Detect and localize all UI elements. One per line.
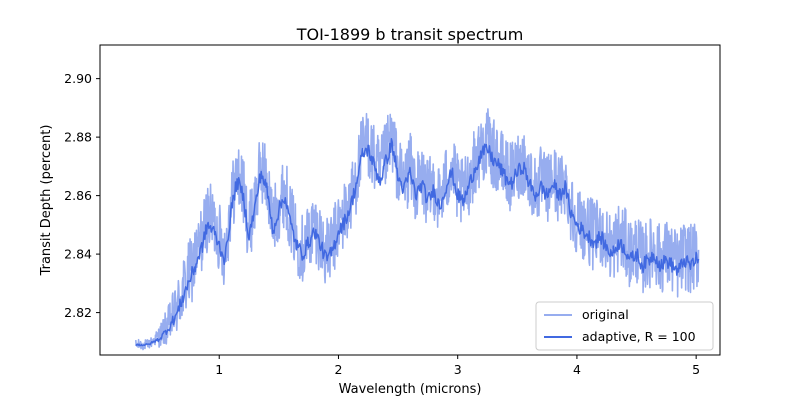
x-axis: 1 2 3 4 5 [215, 355, 700, 377]
y-tick-label: 2.88 [64, 130, 92, 145]
x-tick-label: 3 [454, 362, 462, 377]
x-tick-label: 2 [334, 362, 342, 377]
chart-title: TOI-1899 b transit spectrum [296, 25, 524, 44]
legend: original adaptive, R = 100 [535, 301, 714, 351]
y-tick-label: 2.82 [64, 305, 92, 320]
legend-label-original: original [582, 307, 629, 322]
y-tick-label: 2.90 [64, 71, 92, 86]
y-tick-label: 2.84 [64, 247, 92, 262]
legend-box [535, 301, 714, 351]
x-tick-label: 5 [692, 362, 700, 377]
x-tick-label: 4 [573, 362, 581, 377]
series-adaptive-line [135, 138, 700, 347]
x-tick-label: 1 [215, 362, 223, 377]
y-axis: 2.82 2.84 2.86 2.88 2.90 [64, 71, 100, 320]
y-axis-label: Transit Depth (percent) [39, 125, 54, 277]
x-axis-label: Wavelength (microns) [339, 382, 482, 397]
y-tick-label: 2.86 [64, 188, 92, 203]
plot-frame [99, 44, 721, 356]
legend-label-adaptive: adaptive, R = 100 [582, 329, 696, 344]
series-layer [134, 108, 700, 351]
series-original-line [134, 108, 700, 351]
